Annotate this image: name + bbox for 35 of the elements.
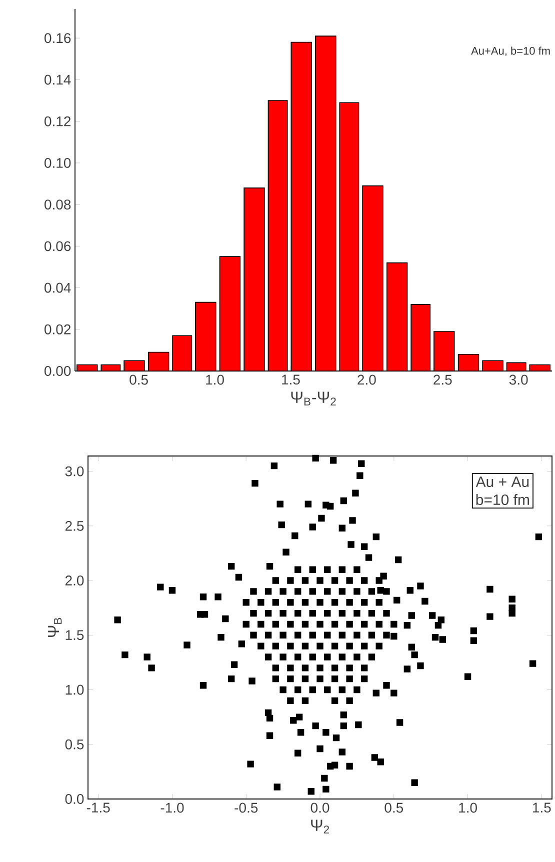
x-tick-label: 1.0 — [459, 802, 477, 813]
x-tick-label: 3.0 — [509, 374, 528, 385]
y-tick-label: 0.14 — [44, 74, 71, 85]
x-tick-label: -1.5 — [86, 802, 110, 813]
y-tick-label: 1.5 — [66, 630, 84, 640]
x-tick-label: 2.0 — [358, 374, 376, 385]
annotation: Au + Au — [476, 476, 529, 488]
y-tick-label: 1.0 — [66, 684, 84, 695]
y-tick-label: 0.16 — [44, 33, 71, 44]
y-tick-label: 0.06 — [44, 241, 71, 252]
x-tick-label: -1.0 — [160, 802, 184, 813]
x-axis-title: Ψ$_{B}$-Ψ$_{2}$ — [291, 392, 336, 406]
y-axis-title: Ψ$_{B}$ — [48, 618, 62, 638]
y-tick-label: 0.10 — [44, 158, 71, 168]
x-tick-label: 0.5 — [130, 374, 148, 385]
y-tick-label: 0.5 — [65, 739, 84, 750]
y-tick-label: 0.12 — [44, 116, 71, 126]
y-tick-label: 2.5 — [65, 520, 84, 531]
y-tick-label: 0.04 — [44, 282, 71, 293]
x-tick-label: 0.0 — [310, 802, 330, 813]
y-tick-label: 3.0 — [65, 466, 84, 476]
x-tick-label: 0.5 — [384, 802, 404, 813]
x-tick-label: 1.5 — [532, 802, 551, 813]
x-tick-label: 1.0 — [206, 374, 224, 385]
x-axis-title: Ψ$_{2}$ — [311, 820, 329, 834]
annotation: b=10 fm — [476, 494, 529, 506]
x-tick-label: 2.5 — [434, 374, 452, 385]
y-tick-label: 2.0 — [65, 576, 84, 586]
x-tick-label: 1.5 — [282, 374, 300, 385]
y-tick-label: 0.0 — [65, 794, 84, 804]
annotation: Au+Au, b=10 fm — [471, 46, 550, 56]
y-tick-label: 0.00 — [44, 366, 71, 376]
x-tick-label: -0.5 — [234, 802, 258, 813]
y-tick-label: 0.02 — [44, 324, 71, 334]
y-tick-label: 0.08 — [44, 200, 71, 210]
